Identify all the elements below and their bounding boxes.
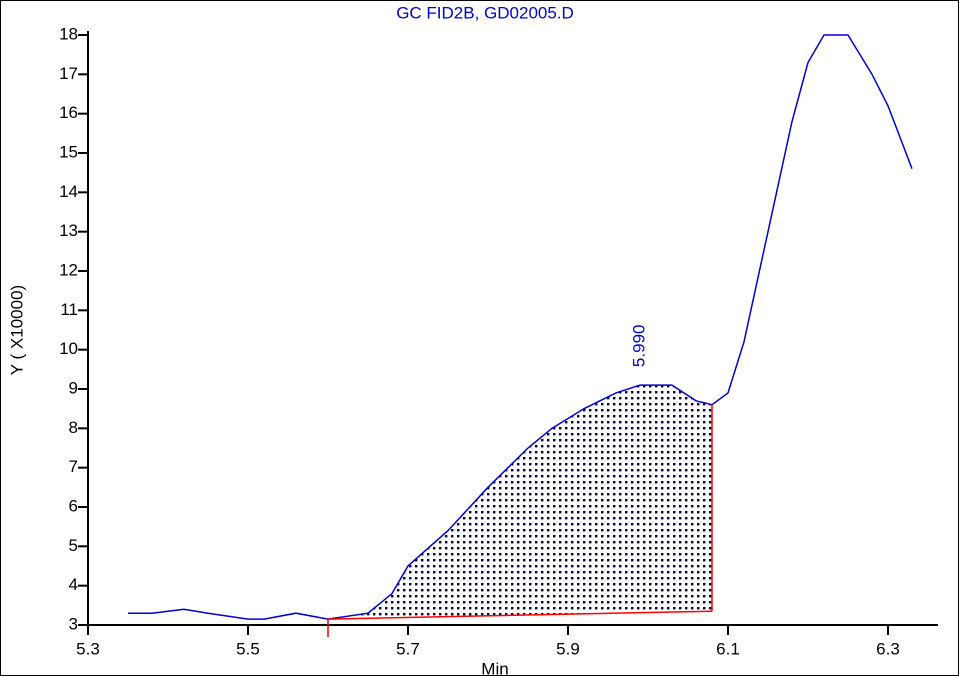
chromatogram-line [128,34,913,620]
peak-label: 5.990 [629,325,648,368]
x-tick-label: 6.3 [876,639,900,658]
x-tick-label: 6.1 [716,639,740,658]
y-tick-label: 6 [69,496,78,515]
y-tick-label: 14 [59,182,78,201]
y-tick-label: 4 [69,575,78,594]
x-tick-label: 5.5 [236,639,260,658]
x-tick-label: 5.9 [556,639,580,658]
chart-title: GC FID2B, GD02005.D [396,3,574,22]
y-tick-label: 11 [60,300,78,319]
y-tick-label: 3 [69,614,78,633]
y-tick-label: 10 [59,339,78,358]
y-tick-label: 16 [59,103,78,122]
x-axis-label: Min [481,659,508,676]
x-tick-label: 5.7 [396,639,420,658]
y-tick-label: 12 [59,260,78,279]
y-tick-label: 13 [59,221,78,240]
y-tick-label: 8 [69,418,78,437]
y-tick-label: 15 [59,142,78,161]
y-tick-label: 17 [59,64,78,83]
y-tick-label: 5 [69,536,78,555]
y-tick-label: 9 [69,378,78,397]
y-tick-label: 7 [69,457,78,476]
integrated-area [328,385,712,620]
x-tick-label: 5.3 [76,639,100,658]
y-axis-label: Y ( X10000) [7,285,26,375]
baseline [327,610,713,620]
y-tick-label: 18 [59,24,78,43]
